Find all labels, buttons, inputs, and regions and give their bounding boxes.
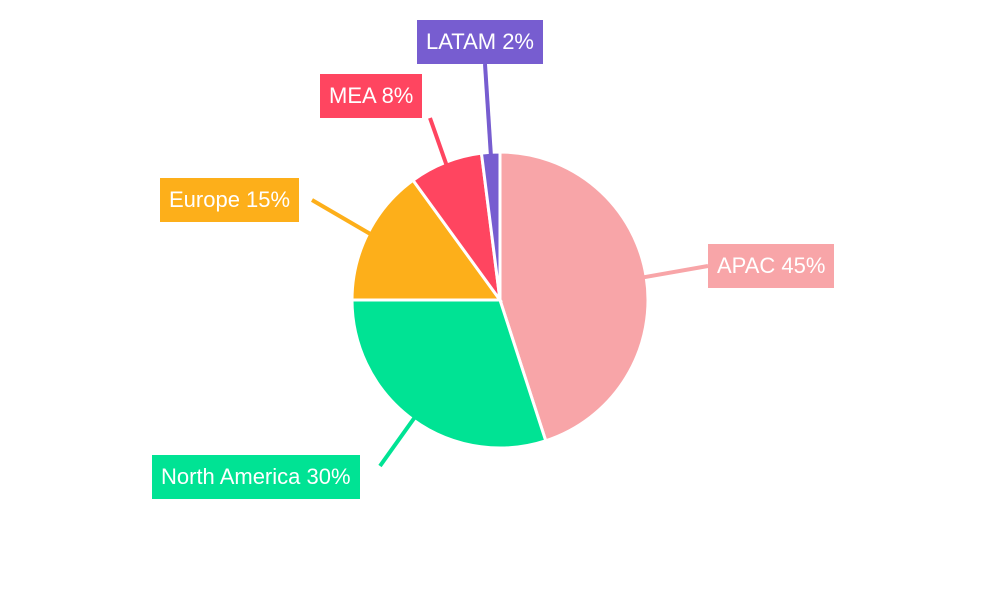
label-mea: MEA 8% [320,74,423,118]
label-north-america: North America 30% [152,455,360,499]
leader-line [643,264,709,280]
leader-line [483,63,493,155]
label-europe: Europe 15% [160,178,300,222]
leader-line [310,198,371,236]
leader-line [428,117,449,165]
leader-line [378,416,416,468]
label-apac: APAC 45% [708,244,835,288]
label-latam: LATAM 2% [417,20,543,64]
